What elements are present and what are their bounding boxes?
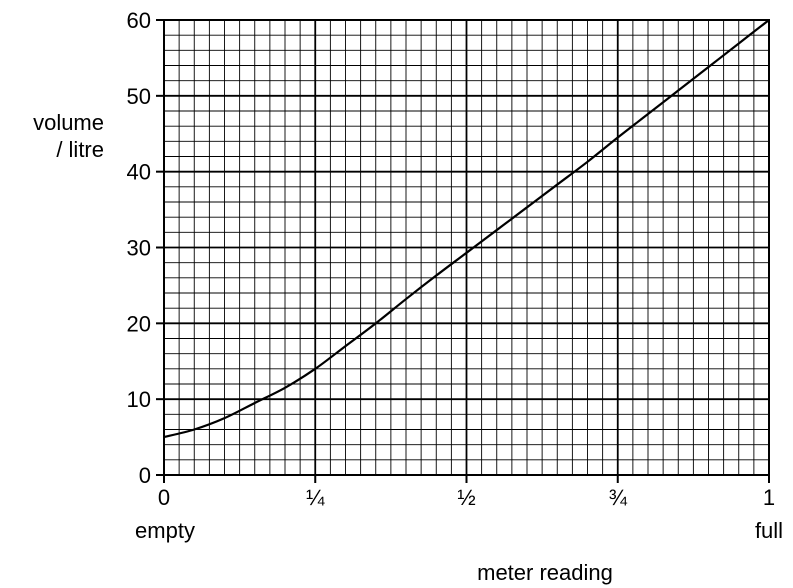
y-tick-label: 0 bbox=[139, 463, 151, 488]
x-tick-label: 1 bbox=[763, 485, 775, 510]
y-tick-label: 40 bbox=[127, 160, 151, 185]
series-line bbox=[163, 19, 770, 439]
y-axis-label-line1: volume bbox=[33, 110, 104, 135]
x-tick-label: ½ bbox=[457, 485, 475, 510]
y-tick-label: 30 bbox=[127, 236, 151, 261]
y-tick-label: 10 bbox=[127, 387, 151, 412]
y-axis-label-line2: / litre bbox=[56, 137, 104, 162]
y-tick-label: 50 bbox=[127, 84, 151, 109]
x-tick-label: 0 bbox=[158, 485, 170, 510]
x-tick-label: ¾ bbox=[609, 485, 628, 510]
grid-major bbox=[164, 20, 769, 475]
x-end-label-full: full bbox=[755, 518, 783, 543]
x-end-label-empty: empty bbox=[135, 518, 195, 543]
x-tick-label: ¼ bbox=[306, 485, 325, 510]
y-tick-label: 20 bbox=[127, 311, 151, 336]
y-tick-label: 60 bbox=[127, 8, 151, 33]
y-axis-ticks: 0 10 20 30 40 50 60 bbox=[127, 8, 164, 488]
x-axis-ticks: 0 ¼ ½ ¾ 1 bbox=[158, 475, 775, 510]
x-axis-label: meter reading bbox=[477, 560, 613, 585]
